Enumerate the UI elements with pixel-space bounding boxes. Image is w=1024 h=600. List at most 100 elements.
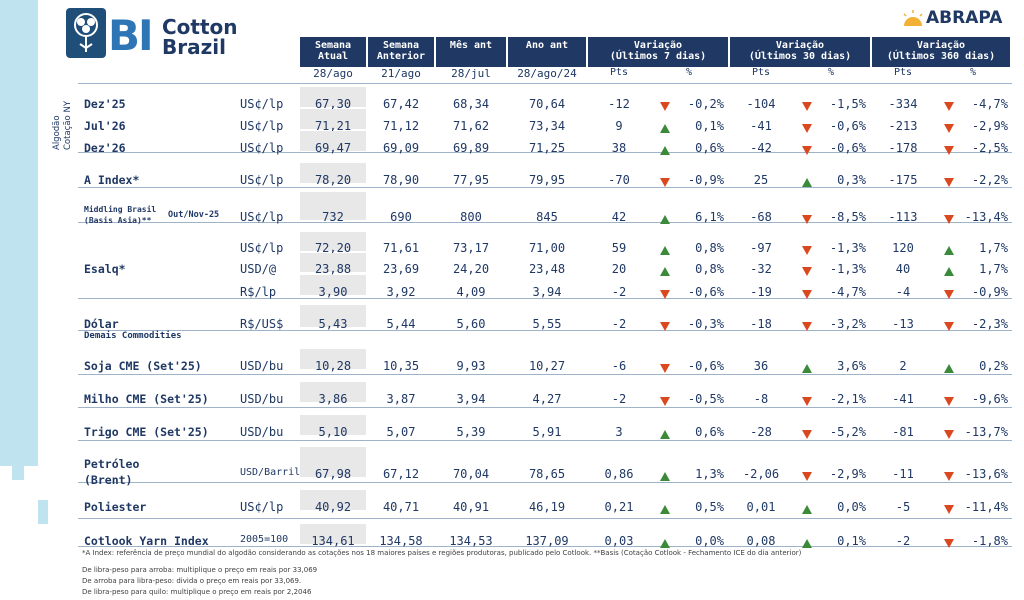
row-unit: USD/bu: [240, 392, 284, 406]
price-value: 5,10: [318, 425, 348, 439]
price-value: 67,30: [314, 97, 352, 111]
row-unit: USD/Barril: [240, 467, 301, 478]
variation-percent: 0,0%: [837, 500, 866, 514]
arrow-down-icon: [802, 245, 812, 255]
price-value: 69,09: [382, 141, 420, 155]
arrow-down-icon: [802, 215, 812, 224]
variation-header: Variação (Últimos 360 dias): [872, 37, 1010, 67]
variation-pts-header: Pts: [609, 67, 629, 78]
column-date: 28/ago/24: [517, 67, 577, 80]
variation-points: -334: [888, 97, 918, 111]
variation-percent: 0,8%: [695, 240, 724, 255]
variation-points: -8: [753, 392, 769, 406]
variation-points: -81: [892, 425, 914, 439]
price-value: 3,86: [318, 392, 348, 406]
price-value: 800: [460, 210, 482, 224]
variation-percent: -9,6%: [971, 392, 1008, 406]
logo-bi-text: BI: [108, 11, 154, 60]
arrow-up-icon: [660, 215, 670, 224]
arrow-down-icon: [944, 215, 954, 224]
price-value: 9,93: [456, 359, 486, 373]
variation-percent: 0,3%: [837, 173, 866, 187]
price-value: 845: [536, 210, 558, 224]
variation-points: 2: [899, 359, 907, 373]
row-shade: [300, 524, 366, 544]
variation-points: -4: [895, 285, 911, 299]
variation-percent: -13,6%: [964, 467, 1008, 481]
arrow-down-icon: [660, 322, 670, 331]
price-value: 134,58: [379, 534, 423, 548]
row-label: Middling Brasil: [84, 204, 157, 214]
price-value: 23,48: [528, 261, 566, 276]
arrow-down-icon: [802, 397, 812, 406]
variation-points: -70: [608, 173, 630, 187]
arrow-down-icon: [944, 146, 954, 155]
variation-period: (Últimos 360 dias): [886, 51, 996, 62]
arrow-down-icon: [944, 505, 954, 514]
column-title: Semana: [314, 40, 352, 51]
price-value: 68,34: [452, 97, 490, 111]
variation-percent: -1,3%: [829, 240, 866, 255]
variation-percent: 0,0%: [695, 534, 724, 548]
variation-points: 3: [615, 425, 623, 439]
row-label: Petróleo: [84, 457, 140, 471]
variation-points: -18: [750, 317, 772, 331]
row-shade: [300, 109, 366, 129]
row-shade: [300, 252, 366, 272]
row-divider: [78, 152, 1012, 153]
variation-percent: 3,6%: [837, 359, 866, 373]
price-value: 78,20: [314, 173, 352, 187]
column-title: Atual: [317, 51, 349, 62]
variation-pct-header: %: [827, 67, 835, 78]
row-unit: USD/bu: [240, 359, 284, 373]
arrow-up-icon: [802, 364, 812, 373]
arrow-down-icon: [660, 364, 670, 373]
arrow-down-icon: [944, 322, 954, 331]
variation-points: -113: [888, 210, 918, 224]
arrow-down-icon: [802, 266, 812, 276]
variation-points: -175: [888, 173, 918, 187]
variation-points: -12: [608, 97, 630, 111]
variation-points: 36: [753, 359, 769, 373]
arrow-down-icon: [660, 397, 670, 406]
row-shade: [300, 415, 366, 435]
row-divider: [78, 518, 1012, 519]
variation-points: 25: [753, 173, 769, 187]
variation-percent: -2,9%: [829, 467, 866, 481]
logo-name-line1: Cotton: [162, 15, 238, 39]
variation-percent: -1,5%: [829, 97, 866, 111]
arrow-down-icon: [944, 178, 954, 187]
arrow-down-icon: [802, 430, 812, 439]
variation-percent: -0,9%: [687, 173, 724, 187]
arrow-down-icon: [802, 472, 812, 481]
variation-pts-header: Pts: [893, 67, 913, 78]
variation-points: -2: [611, 285, 627, 299]
row-label: Dólar: [84, 317, 119, 331]
arrow-up-icon: [660, 505, 670, 514]
row-divider: [78, 546, 1012, 547]
side-accent-bar: [0, 410, 38, 466]
variation-percent: 6,1%: [695, 210, 724, 224]
variation-points: -6: [611, 359, 627, 373]
price-value: 40,71: [382, 500, 420, 514]
price-value: 4,09: [456, 285, 486, 299]
arrow-up-icon: [660, 124, 670, 133]
variation-percent: 0,1%: [837, 534, 866, 548]
price-value: 5,07: [386, 425, 416, 439]
arrow-down-icon: [944, 472, 954, 481]
price-value: 3,90: [318, 285, 348, 299]
variation-points: -2: [611, 392, 627, 406]
cotton-flower-icon: [66, 8, 106, 58]
row-shade: [300, 192, 366, 220]
variation-percent: -4,7%: [971, 97, 1008, 111]
row-unit: US¢/lp: [240, 97, 284, 111]
price-value: 10,27: [528, 359, 566, 373]
row-label: Dez'25: [84, 97, 126, 111]
price-value: 71,61: [382, 240, 420, 255]
row-label: Cotlook Yarn Index: [84, 534, 209, 548]
row-label: Soja CME (Set'25): [84, 359, 202, 373]
arrow-down-icon: [802, 322, 812, 331]
variation-points: -2: [611, 317, 627, 331]
row-unit: US¢/lp: [240, 500, 284, 514]
row-unit: US¢/lp: [240, 173, 284, 187]
